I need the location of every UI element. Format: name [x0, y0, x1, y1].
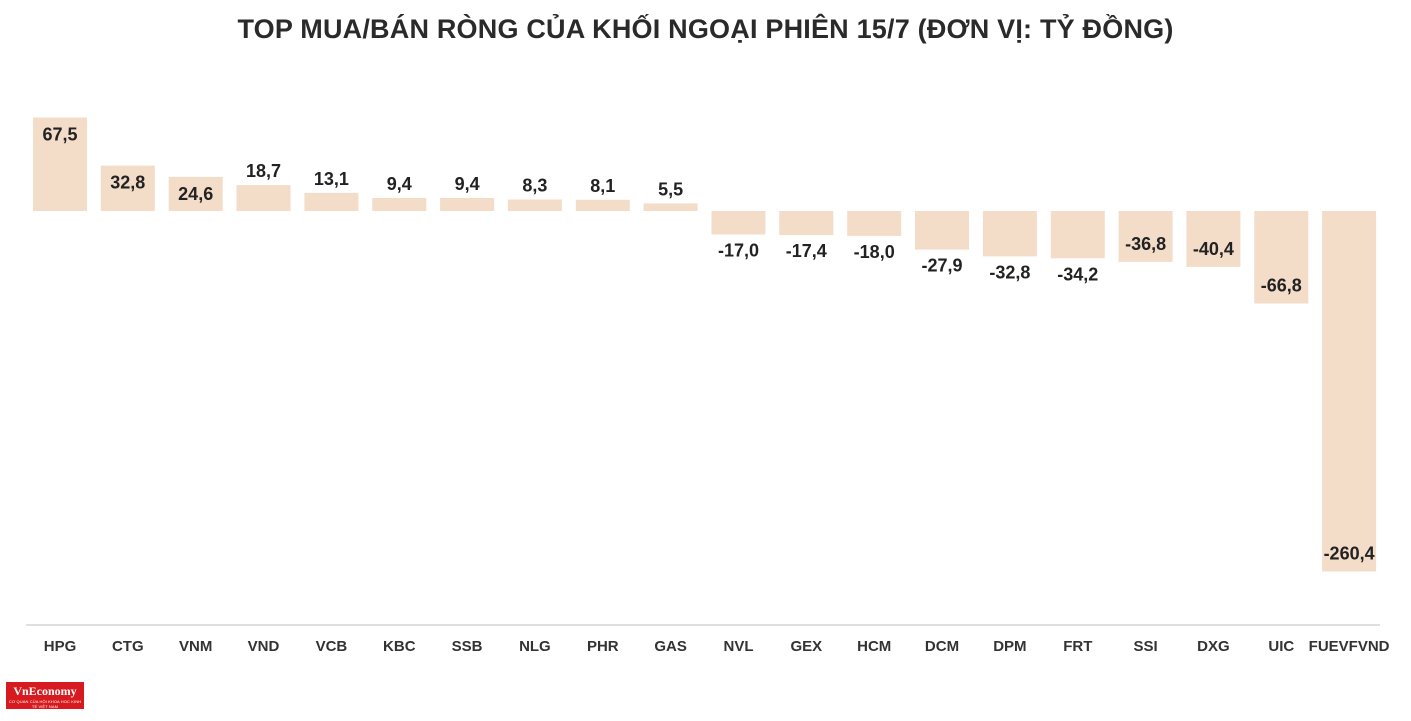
tick-label-vcb: VCB — [316, 638, 348, 655]
tick-label-ssi: SSI — [1134, 638, 1158, 655]
bar-dpm — [982, 211, 1037, 257]
tick-label-fuevfvnd: FUEVFVND — [1309, 638, 1390, 655]
bar-uic — [1254, 211, 1309, 304]
tick-label-gex: GEX — [790, 638, 822, 655]
logo-tagline: CƠ QUAN CỦA HỘI KHOA HỌC KINH TẾ VIỆT NA… — [8, 699, 82, 709]
value-label-ssb: 9,4 — [455, 174, 480, 194]
bar-nvl — [711, 211, 766, 235]
bar-chart: 67,5 32,8 24,6 18,7 13,1 9,4 9,4 8,3 8,1 5,5 -17,0… — [26, 117, 1390, 655]
bar-kbc — [372, 198, 427, 211]
value-label-ssi: -36,8 — [1125, 234, 1166, 254]
tick-label-hcm: HCM — [857, 638, 891, 655]
value-label-gex: -17,4 — [786, 241, 827, 261]
value-label-fuevfvnd: -260,4 — [1324, 544, 1375, 564]
bar-frt — [1050, 211, 1105, 259]
tick-labels-group: HPG CTG VNM VND VCB KBC SSB NLG PHR GAS NVL GEX HCM D… — [44, 638, 1390, 655]
value-label-dcm: -27,9 — [921, 256, 962, 276]
value-label-dxg: -40,4 — [1193, 239, 1234, 259]
value-label-nvl: -17,0 — [718, 241, 759, 261]
tick-label-dcm: DCM — [925, 638, 959, 655]
bar-vcb — [304, 192, 359, 211]
value-label-vnd: 18,7 — [246, 161, 281, 181]
value-label-vcb: 13,1 — [314, 169, 349, 189]
bar-fuevfvnd — [1322, 211, 1377, 572]
value-label-dpm: -32,8 — [989, 262, 1030, 282]
value-label-phr: 8,1 — [590, 176, 615, 196]
tick-label-gas: GAS — [654, 638, 687, 655]
bar-ssi — [1118, 211, 1173, 262]
logo-text: VnEconomy — [13, 684, 77, 698]
bar-hpg — [33, 117, 87, 211]
bar-vnd — [236, 185, 291, 211]
bar-gas — [643, 203, 698, 211]
tick-label-ctg: CTG — [112, 638, 144, 655]
bar-ctg — [100, 165, 155, 211]
bars-group: 67,5 32,8 24,6 18,7 13,1 9,4 9,4 8,3 8,1 5,5 -17,0… — [33, 117, 1377, 572]
chart-title: TOP MUA/BÁN RÒNG CỦA KHỐI NGOẠI PHIÊN 15… — [237, 14, 1174, 44]
tick-label-vnm: VNM — [179, 638, 212, 655]
value-label-uic: -66,8 — [1261, 276, 1302, 296]
bar-gex — [779, 211, 834, 236]
tick-label-nlg: NLG — [519, 638, 551, 655]
tick-label-kbc: KBC — [383, 638, 416, 655]
tick-label-ssb: SSB — [452, 638, 483, 655]
vneconomy-logo: VnEconomy CƠ QUAN CỦA HỘI KHOA HỌC KINH … — [6, 682, 84, 709]
bar-nlg — [507, 199, 562, 211]
bar-hcm — [847, 211, 902, 236]
value-label-frt: -34,2 — [1057, 264, 1098, 284]
tick-label-phr: PHR — [587, 638, 619, 655]
tick-label-dxg: DXG — [1197, 638, 1230, 655]
tick-label-dpm: DPM — [993, 638, 1026, 655]
value-label-nlg: 8,3 — [522, 176, 547, 196]
tick-label-hpg: HPG — [44, 638, 77, 655]
tick-label-frt: FRT — [1063, 638, 1092, 655]
bar-dcm — [915, 211, 969, 250]
value-label-vnm: 24,6 — [178, 184, 213, 204]
value-label-kbc: 9,4 — [387, 174, 412, 194]
tick-label-vnd: VND — [248, 638, 280, 655]
tick-label-nvl: NVL — [724, 638, 754, 655]
bar-dxg — [1186, 211, 1241, 267]
bar-ssb — [440, 198, 495, 211]
value-label-ctg: 32,8 — [110, 173, 145, 193]
tick-label-uic: UIC — [1268, 638, 1294, 655]
bar-vnm — [168, 176, 223, 211]
value-label-hcm: -18,0 — [854, 242, 895, 262]
value-label-hpg: 67,5 — [42, 125, 77, 145]
bar-phr — [575, 199, 630, 211]
value-label-gas: 5,5 — [658, 179, 683, 199]
